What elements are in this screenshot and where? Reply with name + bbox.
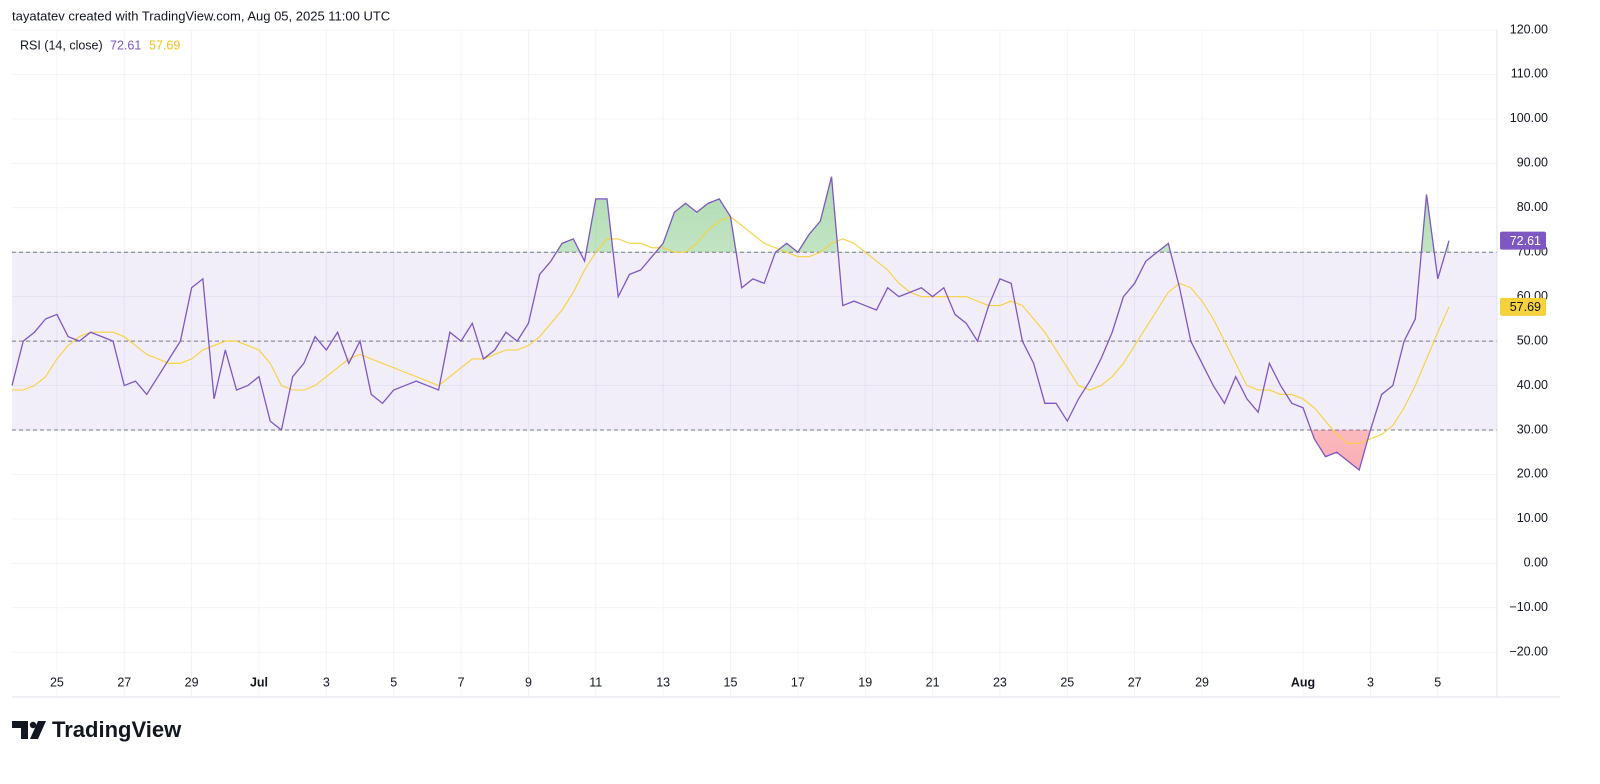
x-tick-label: 29 [1195,675,1209,689]
legend-ma-value: 57.69 [149,38,180,52]
logo: TradingView [12,717,182,742]
last-value-label: 57.69 [1510,300,1541,314]
overbought-fill [12,176,1449,253]
x-tick-label: 3 [323,675,330,689]
x-tick-label: 25 [1060,675,1074,689]
y-tick-label: −20.00 [1509,645,1548,659]
x-tick-label: Jul [250,675,268,689]
y-tick-label: 50.00 [1517,333,1548,347]
y-tick-label: 120.00 [1510,22,1548,36]
x-tick-label: 27 [1128,675,1142,689]
x-tick-label: 5 [1434,675,1441,689]
x-tick-label: 27 [117,675,131,689]
x-tick-label: 29 [185,675,199,689]
plot [11,176,1497,472]
x-tick-label: 11 [589,675,602,689]
y-tick-label: 80.00 [1517,200,1548,214]
series-line [11,176,1450,472]
last-value-label: 72.61 [1510,234,1541,248]
y-tick-label: 40.00 [1517,378,1548,392]
x-tick-label: 3 [1367,675,1374,689]
logo-icon [12,721,28,739]
x-tick-label: 17 [791,675,805,689]
y-tick-label: 20.00 [1517,467,1548,481]
logo-icon-dot [29,721,37,729]
y-tick-label: 90.00 [1517,156,1548,170]
x-tick-label: 25 [50,675,64,689]
x-tick-label: 7 [458,675,465,689]
last-value-tag [1500,297,1546,316]
y-tick-label: 0.00 [1524,556,1548,570]
y-tick-label: −10.00 [1509,600,1548,614]
x-tick-label: Aug [1291,675,1315,689]
y-tick-label: 110.00 [1511,67,1548,81]
x-tick-label: 21 [926,675,940,689]
legend-rsi-value: 72.61 [110,38,141,52]
y-tick-label: 30.00 [1517,422,1548,436]
x-tick-label: 9 [525,675,532,689]
x-tick-label: 13 [656,675,670,689]
legend-title: RSI (14, close) [20,38,103,52]
y-tick-label: 100.00 [1510,111,1548,125]
header: tayatatev created with TradingView.com, … [12,8,390,23]
x-tick-label: 5 [390,675,397,689]
x-tick-label: 19 [858,675,872,689]
x-tick-label: 15 [724,675,738,689]
last-value-tag [1500,231,1546,250]
logo-icon-slash [30,721,46,739]
x-tick-label: 23 [993,675,1007,689]
logo-text: TradingView [52,717,182,742]
y-tick-label: 10.00 [1517,511,1548,525]
